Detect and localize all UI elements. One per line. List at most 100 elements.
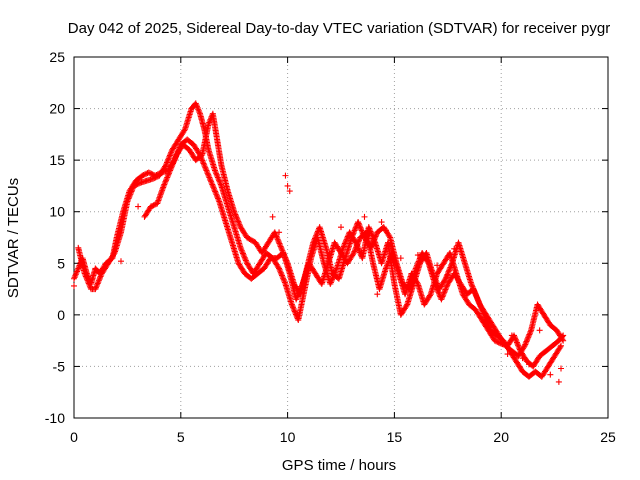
data-point [356, 248, 363, 255]
data-point [473, 293, 480, 300]
data-point [371, 236, 378, 243]
data-point [135, 180, 142, 187]
data-point [416, 255, 423, 262]
data-point [382, 227, 389, 234]
data-point [355, 219, 362, 226]
data-point [282, 172, 289, 179]
data-point [148, 170, 155, 177]
chart-title: Day 042 of 2025, Sidereal Day-to-day VTE… [68, 20, 610, 37]
data-point [199, 157, 206, 164]
data-point [212, 189, 219, 196]
data-point [313, 231, 320, 238]
data-point [164, 173, 171, 180]
y-axis-label: SDTVAR / TECUs [5, 178, 22, 298]
data-point [356, 223, 363, 230]
data-point [98, 272, 105, 279]
data-point [558, 342, 565, 349]
data-point [282, 254, 289, 261]
data-point [242, 257, 249, 264]
data-point [369, 240, 376, 247]
data-point [95, 279, 102, 286]
data-point [511, 333, 518, 340]
data-point [435, 289, 442, 296]
data-point [360, 231, 367, 238]
data-point [415, 259, 422, 266]
data-point [236, 221, 243, 228]
data-point [145, 169, 152, 176]
data-point [441, 287, 448, 294]
data-point [354, 242, 361, 249]
data-point [354, 243, 361, 250]
data-point [232, 212, 239, 219]
data-point [170, 159, 177, 166]
data-point [289, 302, 296, 309]
data-point [273, 233, 280, 240]
data-point [414, 252, 421, 259]
data-point [208, 180, 215, 187]
data-point [368, 229, 375, 236]
data-point [212, 168, 219, 175]
data-point [443, 283, 450, 290]
data-point [205, 173, 212, 180]
data-point [161, 180, 168, 187]
data-point [557, 344, 564, 351]
data-point [367, 244, 374, 251]
data-point [350, 251, 357, 258]
data-point [204, 170, 211, 177]
data-point [163, 160, 170, 167]
data-point [472, 291, 479, 298]
data-point [235, 219, 242, 226]
data-point [150, 175, 157, 182]
data-point [291, 307, 298, 314]
data-point [237, 222, 244, 229]
data-point [202, 166, 209, 173]
x-tick-label: 5 [177, 429, 185, 445]
data-point [117, 258, 124, 265]
data-point [451, 245, 458, 252]
data-point [134, 181, 141, 188]
data-point [358, 226, 365, 233]
data-point [523, 338, 530, 345]
data-point [277, 269, 284, 276]
data-points [71, 100, 567, 385]
data-point [476, 300, 483, 307]
data-point [515, 342, 522, 349]
data-point [311, 235, 318, 242]
data-point [139, 172, 146, 179]
data-point [199, 159, 206, 166]
data-point [413, 264, 420, 271]
data-point [276, 240, 283, 247]
data-point [369, 242, 376, 249]
data-point [504, 351, 511, 358]
data-point [167, 166, 174, 173]
data-point [350, 249, 357, 256]
data-point [290, 305, 297, 312]
data-point [206, 174, 213, 181]
data-point [276, 229, 283, 236]
data-point [355, 245, 362, 252]
data-point [278, 272, 285, 279]
data-point [214, 194, 221, 201]
y-tick-label: 10 [49, 204, 65, 220]
data-point [438, 294, 445, 301]
data-point [559, 336, 566, 343]
data-point [526, 330, 533, 337]
data-point [93, 283, 100, 290]
data-point [329, 276, 336, 283]
data-point [350, 230, 357, 237]
data-point [171, 157, 178, 164]
data-point [522, 341, 529, 348]
data-point [443, 285, 450, 292]
data-point [442, 275, 449, 282]
data-point [231, 210, 238, 217]
data-point [444, 272, 451, 279]
data-point [512, 336, 519, 343]
data-point [278, 271, 285, 278]
data-point [213, 170, 220, 177]
data-point [426, 292, 433, 299]
data-point [143, 170, 150, 177]
data-point [167, 167, 174, 174]
data-point [338, 224, 344, 231]
data-point [366, 226, 373, 233]
